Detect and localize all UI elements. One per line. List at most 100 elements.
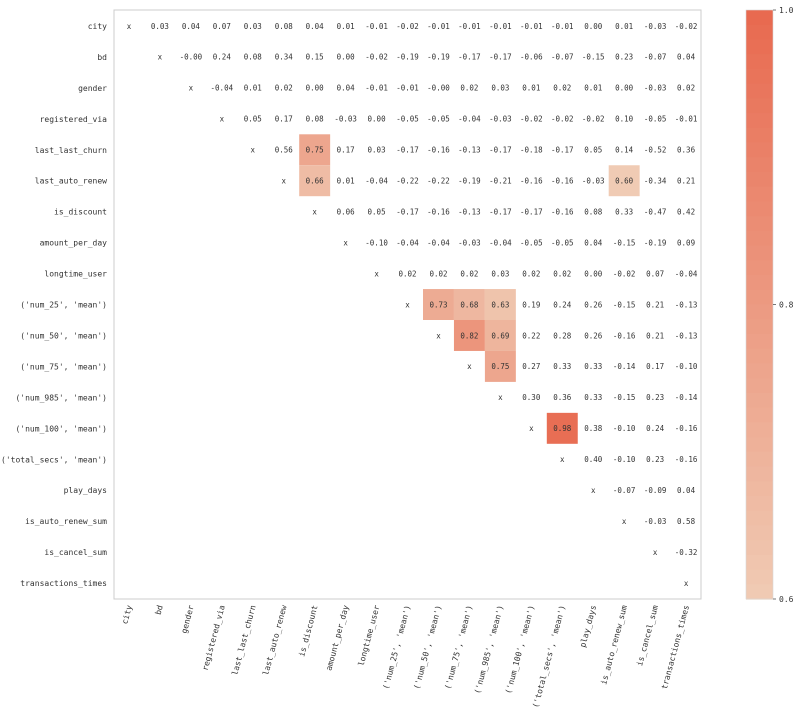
cell-value-label: 0.08 (275, 22, 294, 31)
diagonal-marker: x (158, 53, 163, 62)
cell-value-label: 0.58 (677, 517, 696, 526)
heatmap-cell (299, 134, 331, 166)
cell-value-label: 0.75 (491, 362, 509, 371)
cell-value-label: -0.13 (675, 300, 698, 309)
colorbar-segment (746, 407, 773, 423)
colorbar-segment (746, 260, 773, 276)
cell-value-label: 0.33 (584, 362, 602, 371)
x-tick-label: play_days (578, 604, 598, 648)
diagonal-marker: x (374, 269, 379, 278)
cell-value-label: -0.00 (180, 53, 203, 62)
cell-value-label: -0.04 (489, 238, 512, 247)
colorbar: 0.6 0.8 1.0 (745, 6, 794, 604)
y-tick-label: ('num_985', 'mean') (15, 393, 107, 402)
cell-value-label: -0.02 (396, 22, 419, 31)
diagonal-marker: x (127, 22, 132, 31)
cell-value-label: 0.02 (398, 269, 416, 278)
colorbar-segment (746, 481, 773, 497)
cell-value-label: 0.33 (615, 207, 633, 216)
plot-frame (113, 9, 702, 600)
colorbar-segment (746, 495, 773, 512)
cell-value-label: -0.13 (458, 146, 481, 155)
y-tick-label: amount_per_day (40, 239, 108, 248)
x-tick-label: city (120, 604, 134, 625)
cell-value-label: -0.03 (489, 115, 512, 124)
cell-value-label: -0.04 (458, 115, 481, 124)
cell-value-label: 0.17 (337, 146, 355, 155)
cell-value-label: -0.04 (396, 238, 419, 247)
cell-value-label: 0.02 (553, 84, 571, 93)
cell-value-label: -0.07 (644, 53, 667, 62)
cell-value-label: 0.02 (275, 84, 293, 93)
cell-value-label: 0.00 (584, 22, 603, 31)
cell-value-label: -0.10 (675, 362, 698, 371)
cell-value-label: 0.23 (646, 393, 664, 402)
cell-value-label: -0.10 (613, 455, 636, 464)
cell-value-label: 0.00 (337, 53, 356, 62)
cell-value-label: 0.36 (553, 393, 572, 402)
diagonal-marker: x (653, 548, 658, 557)
colorbar-segment (746, 157, 773, 173)
heatmap-cell (546, 412, 578, 444)
x-tick-label: transactions_times (660, 604, 691, 690)
y-tick-label: is_auto_renew_sum (25, 517, 107, 526)
colorbar-segment (746, 142, 773, 158)
cell-value-label: -0.05 (427, 115, 450, 124)
cell-value-label: -0.16 (613, 331, 636, 340)
diagonal-marker: x (467, 362, 472, 371)
cell-value-label: 0.19 (522, 300, 540, 309)
x-tick-label: is_auto_renew_sum (599, 604, 629, 686)
x-tick-label: is_discount (297, 604, 319, 658)
cell-value-label: 0.02 (677, 84, 695, 93)
cell-value-label: 0.04 (337, 84, 356, 93)
cell-value-label: 0.08 (584, 207, 603, 216)
cell-value-label: -0.01 (396, 84, 419, 93)
colorbar-segment (746, 510, 773, 526)
cell-value-label: -0.13 (458, 207, 481, 216)
cell-value-label: -0.17 (520, 207, 543, 216)
cell-value-label: 0.01 (337, 177, 355, 186)
cell-value-label: -0.01 (551, 22, 574, 31)
cell-value-label: -0.16 (551, 177, 574, 186)
y-tick-label: ('num_100', 'mean') (15, 424, 107, 433)
colorbar-segment (746, 289, 773, 306)
cell-value-label: 0.40 (584, 455, 603, 464)
cell-value-label: 0.00 (306, 84, 325, 93)
cell-value-label: 0.73 (429, 300, 447, 309)
heatmap-cell (423, 289, 454, 320)
diagonal-marker: x (251, 146, 256, 155)
diagonal-marker: x (684, 579, 689, 588)
cell-value-label: 0.17 (275, 115, 293, 124)
colorbar-segment (746, 466, 773, 482)
x-tick-label: registered_via (201, 604, 227, 672)
colorbar-segment (746, 378, 773, 394)
cell-value-label: 0.06 (337, 207, 356, 216)
cell-value-label: -0.16 (520, 177, 543, 186)
cell-value-label: 0.68 (460, 300, 479, 309)
cell-value-label: 0.26 (584, 331, 603, 340)
cell-value-label: 0.42 (677, 207, 695, 216)
colorbar-segment (746, 186, 773, 203)
colorbar-segment (746, 10, 773, 26)
cell-value-label: -0.03 (458, 238, 481, 247)
cell-value-label: 0.02 (460, 84, 478, 93)
cell-value-label: -0.52 (644, 146, 667, 155)
x-tick-label: ('num_25', 'mean') (381, 604, 412, 690)
colorbar-segment (746, 304, 773, 320)
cell-value-label: -0.02 (551, 115, 574, 124)
cell-value-label: 0.26 (584, 300, 603, 309)
cell-value-label: 0.60 (615, 177, 634, 186)
colorbar-segment (746, 333, 773, 350)
heatmap-cell (453, 320, 485, 351)
cell-value-label: 0.00 (584, 269, 603, 278)
cell-value-label: -0.07 (551, 53, 574, 62)
heatmap-cell (484, 320, 516, 351)
cell-value-label: 0.00 (615, 84, 634, 93)
cell-value-label: -0.17 (551, 146, 574, 155)
cell-value-label: 0.21 (646, 300, 664, 309)
cell-value-label: -0.19 (427, 53, 450, 62)
y-tick-label: bd (97, 53, 107, 62)
diagonal-marker: x (560, 455, 565, 464)
cell-value-label: -0.16 (675, 424, 698, 433)
cell-value-label: -0.15 (613, 300, 636, 309)
